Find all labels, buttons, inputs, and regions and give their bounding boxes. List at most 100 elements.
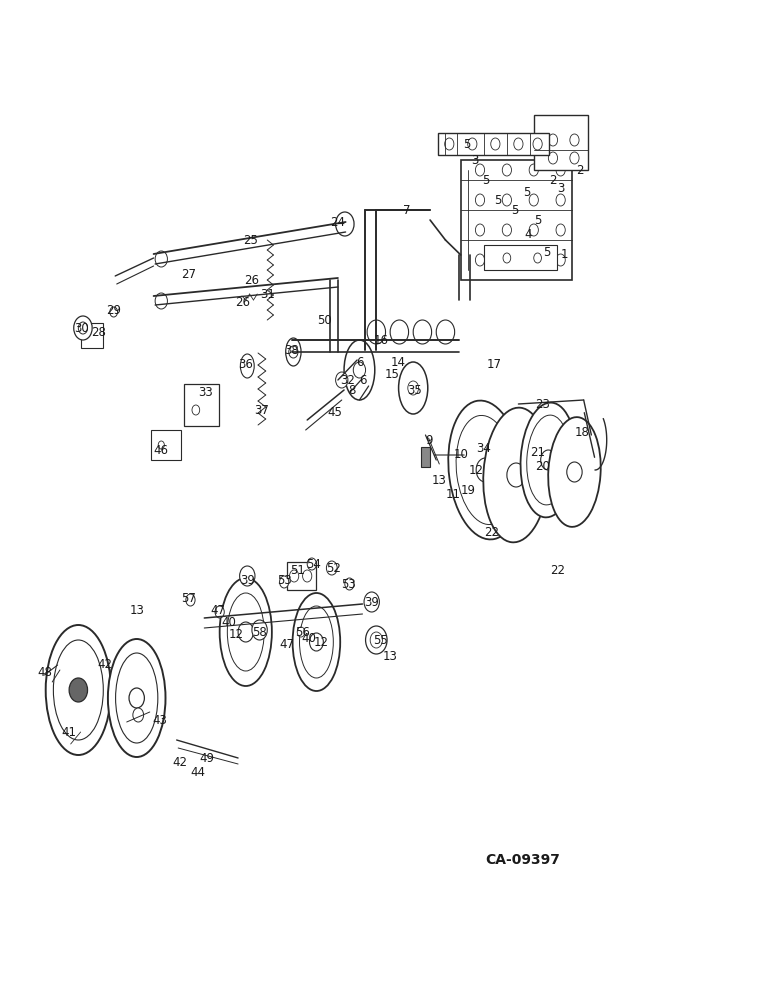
Circle shape xyxy=(69,678,88,702)
Circle shape xyxy=(155,293,167,309)
Text: 37: 37 xyxy=(253,403,269,416)
Text: 5: 5 xyxy=(543,245,551,258)
Text: 31: 31 xyxy=(260,288,275,300)
Circle shape xyxy=(336,212,354,236)
Text: 21: 21 xyxy=(530,446,545,458)
Circle shape xyxy=(534,253,541,263)
Text: 28: 28 xyxy=(91,326,106,338)
Text: 10: 10 xyxy=(453,448,468,462)
Text: 5: 5 xyxy=(523,186,531,198)
Text: 36: 36 xyxy=(238,358,253,370)
Circle shape xyxy=(390,320,409,344)
Text: 34: 34 xyxy=(476,442,492,454)
Circle shape xyxy=(556,164,565,176)
Circle shape xyxy=(548,134,558,146)
Circle shape xyxy=(297,627,305,637)
Text: 20: 20 xyxy=(535,460,550,473)
Text: 40: 40 xyxy=(221,615,237,629)
Circle shape xyxy=(502,224,511,236)
Text: 23: 23 xyxy=(535,397,550,410)
Text: 22: 22 xyxy=(484,526,499,538)
Ellipse shape xyxy=(449,401,522,539)
Text: 5: 5 xyxy=(494,194,502,207)
Circle shape xyxy=(529,254,538,266)
Circle shape xyxy=(529,224,538,236)
Circle shape xyxy=(529,194,538,206)
Circle shape xyxy=(254,627,262,637)
Ellipse shape xyxy=(293,593,340,691)
Text: 53: 53 xyxy=(276,574,292,586)
Ellipse shape xyxy=(286,338,301,366)
Text: 7: 7 xyxy=(403,204,411,217)
Ellipse shape xyxy=(46,625,111,755)
Text: 54: 54 xyxy=(306,558,321,570)
Bar xyxy=(484,245,557,270)
Text: CA-09397: CA-09397 xyxy=(485,853,560,867)
Text: 39: 39 xyxy=(364,595,379,608)
Circle shape xyxy=(133,708,144,722)
Bar xyxy=(421,447,430,467)
Text: 26: 26 xyxy=(235,296,250,308)
Circle shape xyxy=(155,251,167,267)
Text: 11: 11 xyxy=(445,488,461,500)
Circle shape xyxy=(158,441,164,449)
Text: 13: 13 xyxy=(382,650,398,662)
Bar xyxy=(287,562,316,590)
Circle shape xyxy=(436,320,455,344)
Ellipse shape xyxy=(456,415,515,525)
Bar xyxy=(151,430,181,460)
Circle shape xyxy=(556,194,565,206)
Text: 12: 12 xyxy=(468,464,484,477)
Ellipse shape xyxy=(399,362,428,414)
Text: 5: 5 xyxy=(534,214,541,227)
Text: 51: 51 xyxy=(290,564,306,576)
Circle shape xyxy=(110,307,118,317)
Ellipse shape xyxy=(300,606,333,678)
Circle shape xyxy=(529,164,538,176)
Circle shape xyxy=(476,458,495,482)
Text: 32: 32 xyxy=(339,373,355,386)
Text: 3: 3 xyxy=(557,182,564,194)
Text: 46: 46 xyxy=(154,444,169,456)
Text: 56: 56 xyxy=(295,626,310,639)
Text: 39: 39 xyxy=(240,574,255,586)
Text: 47: 47 xyxy=(280,638,295,650)
Circle shape xyxy=(567,462,582,482)
Text: 42: 42 xyxy=(97,658,112,670)
Bar xyxy=(184,384,219,426)
Circle shape xyxy=(556,254,565,266)
Text: 18: 18 xyxy=(574,426,590,438)
Text: 5: 5 xyxy=(482,174,489,186)
Circle shape xyxy=(78,322,88,334)
Text: 4: 4 xyxy=(525,228,532,240)
Text: 27: 27 xyxy=(181,267,197,280)
Text: 47: 47 xyxy=(210,603,226,616)
Text: 12: 12 xyxy=(313,636,329,648)
Text: 49: 49 xyxy=(200,752,215,764)
Text: 40: 40 xyxy=(301,632,316,645)
Text: 6: 6 xyxy=(359,373,366,386)
Bar xyxy=(81,323,103,348)
Text: 53: 53 xyxy=(341,578,356,590)
Ellipse shape xyxy=(548,417,601,527)
Text: 43: 43 xyxy=(152,714,167,726)
Text: 45: 45 xyxy=(327,406,343,418)
Text: 5: 5 xyxy=(463,137,471,150)
Circle shape xyxy=(336,372,348,388)
Text: 2: 2 xyxy=(549,174,557,186)
Circle shape xyxy=(475,224,485,236)
Circle shape xyxy=(475,164,485,176)
Circle shape xyxy=(366,626,387,654)
Text: 29: 29 xyxy=(106,304,121,316)
Text: 25: 25 xyxy=(243,233,258,246)
Text: 52: 52 xyxy=(326,562,341,574)
Text: 19: 19 xyxy=(461,484,476,496)
Circle shape xyxy=(475,194,485,206)
Circle shape xyxy=(502,254,511,266)
Text: 12: 12 xyxy=(229,628,244,641)
Circle shape xyxy=(307,558,316,570)
Ellipse shape xyxy=(527,415,570,505)
Circle shape xyxy=(507,463,525,487)
Bar xyxy=(534,115,588,170)
Bar xyxy=(461,160,572,280)
